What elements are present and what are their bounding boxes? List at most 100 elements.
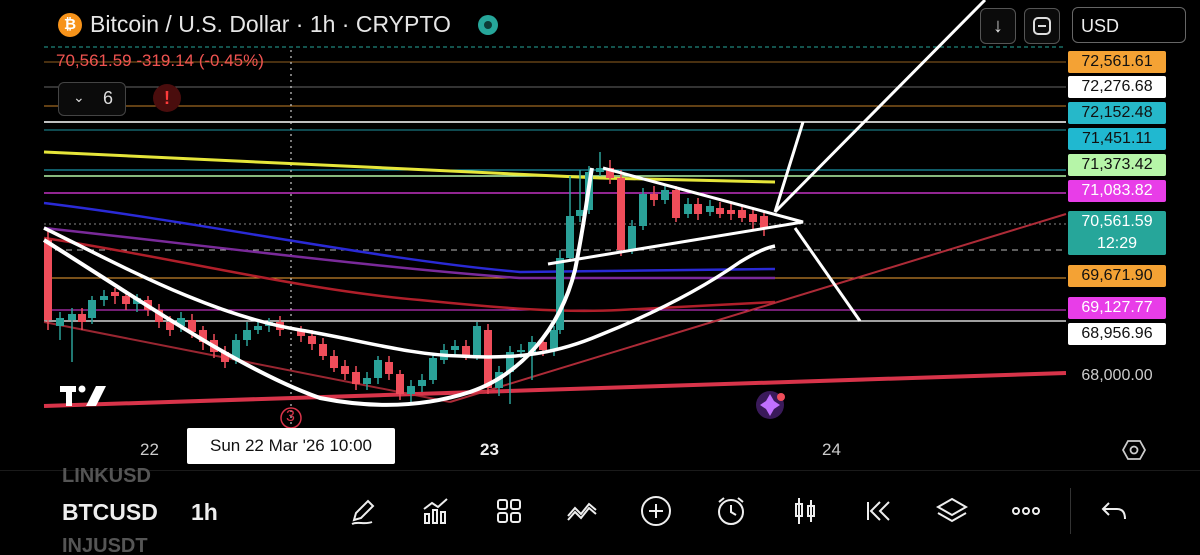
chevron-down-icon: ⌄ bbox=[73, 89, 85, 105]
ma-purple bbox=[43, 226, 775, 280]
price-label: 69,671.90 bbox=[1068, 265, 1166, 287]
layers-icon[interactable] bbox=[935, 494, 969, 528]
annotation-breakout-arrow bbox=[773, 0, 987, 214]
price-change: 70,561.59 -319.14 (-0.45%) bbox=[56, 51, 264, 70]
fullscreen-button[interactable] bbox=[1024, 8, 1060, 44]
candle-body bbox=[407, 386, 415, 394]
currency-select[interactable]: USD bbox=[1072, 7, 1186, 43]
candle-body bbox=[374, 360, 382, 378]
candle-body bbox=[341, 366, 349, 374]
market-status-icon[interactable] bbox=[478, 15, 498, 35]
candle-body bbox=[155, 310, 163, 322]
candle-body bbox=[596, 168, 604, 172]
bottom-toolbar bbox=[0, 470, 1200, 555]
price-label: 68,000.00 bbox=[1081, 367, 1153, 384]
ma-yellow bbox=[43, 150, 776, 184]
candle-body bbox=[100, 296, 108, 300]
scroll-to-latest-button[interactable]: ↓ bbox=[980, 8, 1016, 44]
candle-body bbox=[68, 314, 76, 320]
candle-body bbox=[738, 210, 746, 218]
candle-body bbox=[188, 320, 196, 332]
candle-body bbox=[199, 330, 207, 342]
candle-body bbox=[617, 178, 625, 250]
price-label: 71,451.11 bbox=[1068, 128, 1166, 150]
warning-icon[interactable]: ! bbox=[153, 84, 181, 112]
add-icon[interactable] bbox=[639, 494, 673, 528]
candle-body bbox=[56, 318, 64, 326]
indicators-icon[interactable] bbox=[419, 494, 453, 528]
candle-body bbox=[363, 378, 371, 384]
candle-body bbox=[606, 168, 614, 178]
candle-body bbox=[78, 314, 86, 322]
candle-body bbox=[473, 326, 481, 356]
toolbar-symbol[interactable]: BTCUSD bbox=[62, 499, 158, 525]
layout-grid-icon[interactable] bbox=[492, 494, 526, 528]
draw-pencil-icon[interactable] bbox=[346, 494, 380, 528]
candle-body bbox=[88, 300, 96, 318]
candle-body bbox=[506, 352, 514, 372]
candle-body bbox=[451, 346, 459, 350]
candle-body bbox=[429, 358, 437, 380]
candle-body bbox=[528, 342, 536, 354]
candles bbox=[44, 152, 768, 404]
candle-body bbox=[716, 208, 724, 214]
candle-body bbox=[111, 292, 119, 296]
replay-icon[interactable] bbox=[861, 494, 895, 528]
tradingview-logo-icon bbox=[60, 385, 106, 406]
watchlist-prev-symbol[interactable]: LINKUSD bbox=[62, 465, 151, 487]
price-label: 72,152.48 bbox=[1068, 102, 1166, 124]
candle-body bbox=[462, 346, 470, 356]
candle-body bbox=[396, 374, 404, 394]
candle-body bbox=[550, 330, 558, 350]
annotation-breakdown-arrow bbox=[793, 227, 862, 322]
candle-body bbox=[308, 336, 316, 344]
watchlist-next-symbol[interactable]: INJUSDT bbox=[62, 535, 148, 554]
candle-body bbox=[672, 190, 680, 218]
candle-body bbox=[297, 330, 305, 336]
candle-body bbox=[706, 206, 714, 212]
toolbar-interval[interactable]: 1h bbox=[191, 499, 218, 525]
trend-line bbox=[43, 321, 451, 403]
candle-body bbox=[484, 330, 492, 388]
annotation-curve bbox=[43, 226, 776, 359]
chart-type-icon[interactable] bbox=[788, 494, 822, 528]
price-chart[interactable] bbox=[0, 0, 1200, 470]
candle-body bbox=[576, 210, 584, 216]
bitcoin-logo-icon: ₿ bbox=[58, 13, 82, 37]
candle-body bbox=[727, 210, 735, 214]
fullscreen-icon bbox=[1033, 17, 1051, 35]
indicators-collapse-button[interactable]: ⌄ 6 bbox=[58, 82, 126, 116]
candle-body bbox=[628, 226, 636, 250]
more-icon[interactable] bbox=[1009, 494, 1043, 528]
price-label: 71,373.42 bbox=[1068, 154, 1166, 176]
annotation-triangle bbox=[547, 166, 804, 266]
annotation-breakout-arrow bbox=[773, 121, 805, 213]
candle-body bbox=[243, 330, 251, 340]
toolbar-divider bbox=[1070, 488, 1071, 534]
settings-icon[interactable] bbox=[1122, 438, 1146, 462]
patterns-icon[interactable] bbox=[565, 494, 599, 528]
candle-body bbox=[418, 380, 426, 386]
candle-body bbox=[639, 194, 647, 226]
candle-body bbox=[650, 194, 658, 200]
symbol-title[interactable]: Bitcoin / U.S. Dollar · 1h · CRYPTO bbox=[90, 11, 451, 37]
candle-body bbox=[694, 204, 702, 214]
candle-body bbox=[760, 216, 768, 228]
price-label: 72,276.68 bbox=[1068, 76, 1166, 98]
candle-body bbox=[319, 344, 327, 356]
ma-blue bbox=[43, 201, 776, 274]
candle-body bbox=[254, 326, 262, 330]
crosshair-time-label: Sun 22 Mar '26 10:00 bbox=[187, 428, 395, 464]
candle-body bbox=[539, 342, 547, 350]
candle-body bbox=[352, 372, 360, 384]
time-label: 22 bbox=[140, 440, 159, 459]
candle-body bbox=[385, 362, 393, 374]
trend-line bbox=[449, 213, 1067, 403]
candle-body bbox=[330, 356, 338, 368]
candle-body bbox=[122, 296, 130, 304]
indicator-count: 6 bbox=[103, 88, 114, 108]
undo-icon[interactable] bbox=[1097, 494, 1131, 528]
candle-body bbox=[221, 352, 229, 362]
candle-body bbox=[749, 214, 757, 222]
alert-clock-icon[interactable] bbox=[714, 494, 748, 528]
